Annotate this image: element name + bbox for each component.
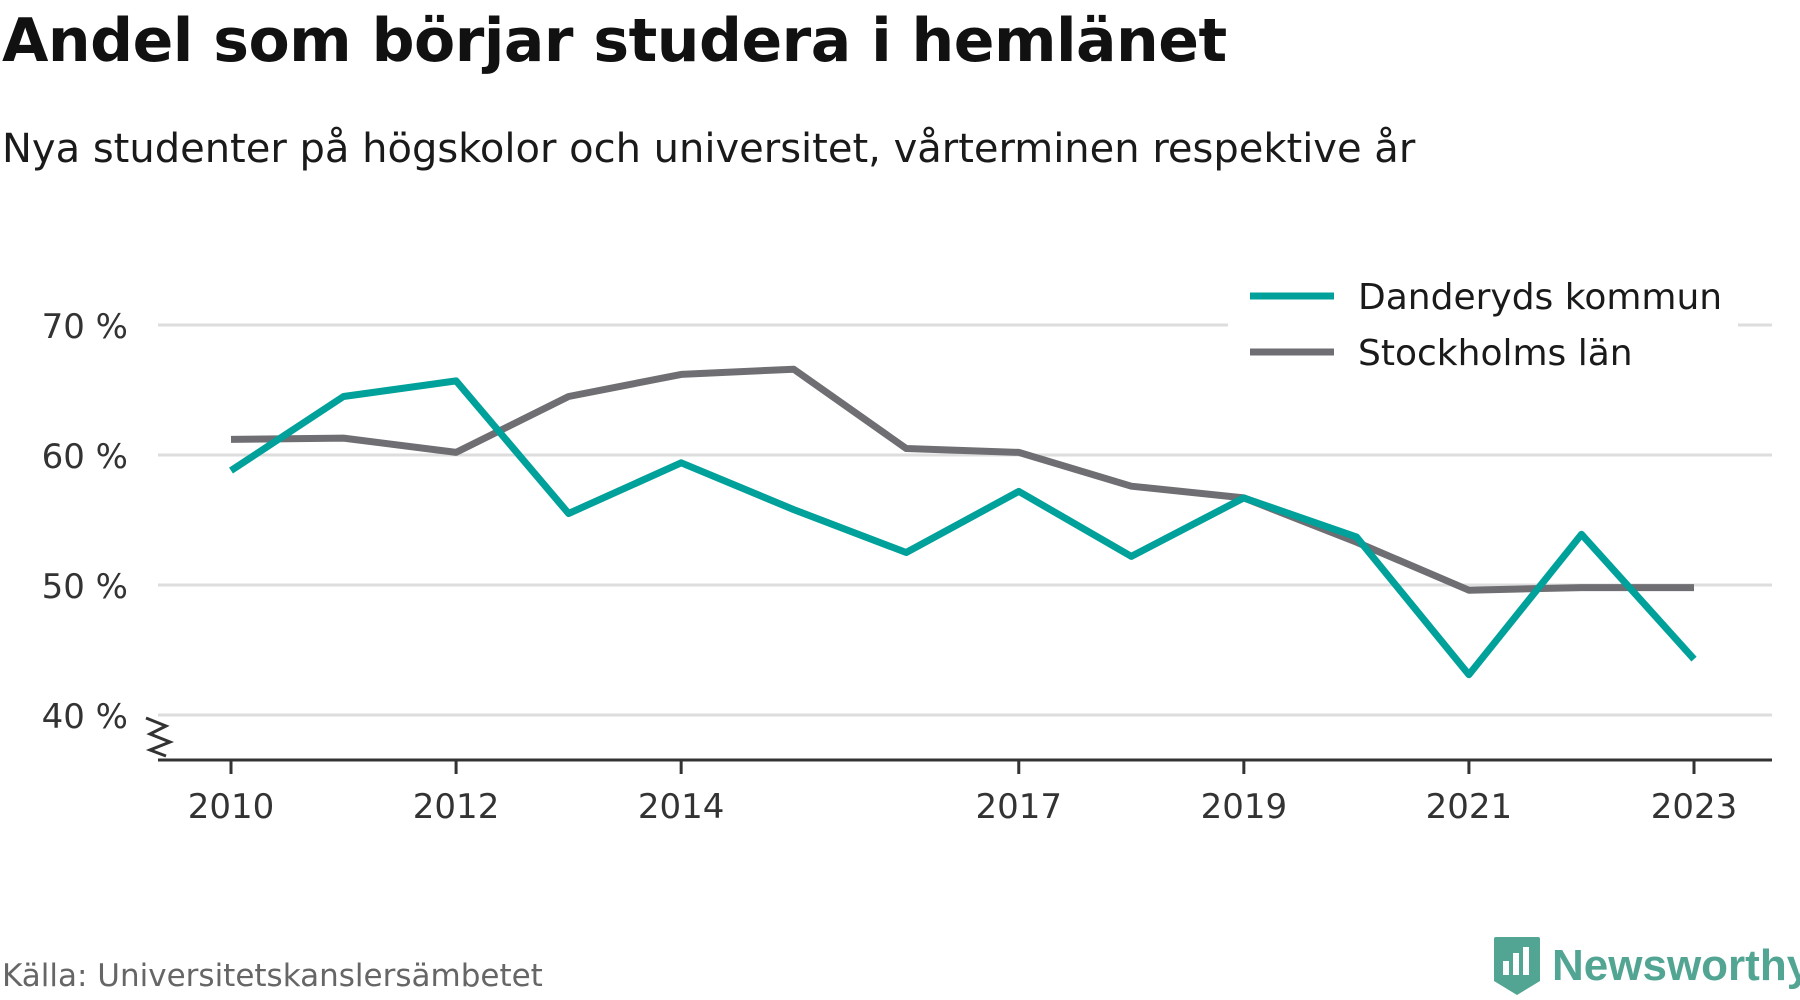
legend: Danderyds kommun Stockholms län (1228, 262, 1738, 376)
x-tick-label: 2010 (188, 787, 275, 827)
y-tick-label: 60 % (42, 437, 128, 477)
x-tick-label: 2012 (413, 787, 500, 827)
source-note: Källa: Universitetskanslersämbetet (2, 958, 543, 994)
chart-title: Andel som börjar studera i hemlänet (2, 6, 1227, 76)
axis-break-icon (145, 716, 175, 758)
series-lines (229, 365, 1697, 679)
chart-subtitle: Nya studenter på högskolor och universit… (2, 126, 1416, 172)
brand-name: Newsworthy (1552, 941, 1800, 990)
x-axis-ticks: 2010 2012 2014 2017 2019 2021 2023 (188, 760, 1738, 827)
y-tick-label: 70 % (42, 307, 128, 347)
legend-label-danderyd: Danderyds kommun (1358, 277, 1722, 318)
brand-logo: Newsworthy (1492, 935, 1800, 997)
legend-label-stockholm: Stockholms län (1358, 333, 1633, 374)
x-tick-label: 2023 (1651, 787, 1738, 827)
legend-background (1228, 262, 1738, 376)
y-axis-ticks: 40 % 50 % 60 % 70 % (42, 307, 175, 758)
x-tick-label: 2014 (638, 787, 725, 827)
x-tick-label: 2019 (1201, 787, 1288, 827)
series-line-danderyd (229, 377, 1697, 679)
newsworthy-logo-icon (1494, 937, 1540, 995)
y-tick-label: 40 % (42, 697, 128, 737)
series-line-stockholm (230, 365, 1694, 594)
x-tick-label: 2017 (976, 787, 1063, 827)
x-tick-label: 2021 (1426, 787, 1513, 827)
y-tick-label: 50 % (42, 567, 128, 607)
